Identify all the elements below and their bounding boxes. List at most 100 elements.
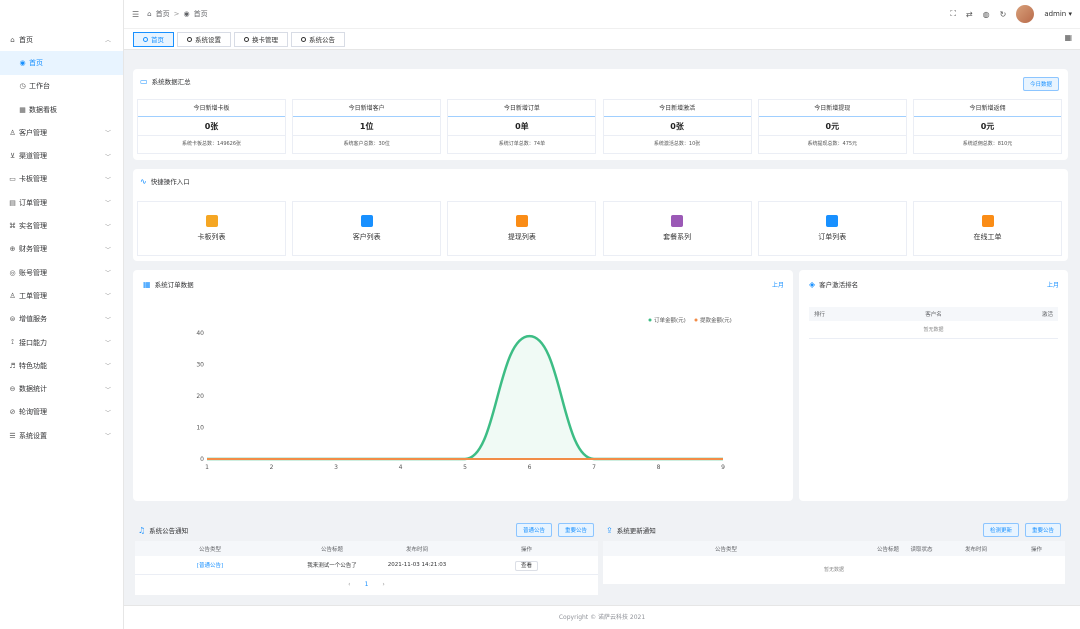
tab-2[interactable]: 换卡管理 <box>234 31 288 47</box>
tab-label: 首页 <box>151 36 164 44</box>
update-empty: 暂无数据 <box>823 567 844 573</box>
important-notice-button[interactable]: 重要公告 <box>558 523 595 537</box>
stat-title: 今日新增客户 <box>293 100 441 117</box>
grid-icon[interactable]: ▦ <box>1064 33 1072 42</box>
page-number[interactable]: 1 <box>364 581 369 588</box>
chevron-down-icon: ﹀ <box>104 176 111 184</box>
user-name: admin <box>1044 10 1067 18</box>
chevron-down-icon: ﹀ <box>104 340 111 347</box>
y-tick-label: 30 <box>196 362 204 369</box>
y-tick-label: 0 <box>200 456 204 463</box>
poll-icon: ⊘ <box>9 408 16 417</box>
quick-title-text: 快捷操作入口 <box>150 178 190 186</box>
sidebar-item-13[interactable]: ⟟ 接口能力 ﹀ <box>0 331 123 354</box>
dot-circle-icon: ◉ <box>183 10 190 18</box>
update-col-title: 公告标题 <box>849 541 899 556</box>
quick-entry-3[interactable]: 套餐系列 <box>602 201 752 256</box>
refresh-icon[interactable]: ↻ <box>999 9 1007 19</box>
quick-entry-5[interactable]: 在线工单 <box>913 201 1062 256</box>
stat-title: 今日新增返佣 <box>914 100 1061 117</box>
dot-circle-icon: ◉ <box>19 58 26 67</box>
home-icon: ⌂ <box>147 10 152 18</box>
stat-val: 0单 <box>448 117 596 136</box>
breadcrumb-item-1[interactable]: 首页 <box>155 10 170 18</box>
header-actions: ⛶ ⇄ ◍ ↻ admin ▾ <box>950 5 1072 23</box>
chevron-down-icon: ﹀ <box>104 386 111 394</box>
orders-period-link[interactable]: 上月 <box>771 282 784 289</box>
logo-area <box>0 0 123 28</box>
tab-3[interactable]: 系统公告 <box>291 31 345 47</box>
tab-label: 换卡管理 <box>252 36 278 44</box>
tab-0[interactable]: 首页 <box>133 31 174 47</box>
sidebar-item-label: 首页 <box>19 35 33 44</box>
sidebar-item-1[interactable]: ◉ 首页 <box>0 51 123 75</box>
ranking-period-link[interactable]: 上月 <box>1046 282 1059 289</box>
sidebar-item-6[interactable]: ▭ 卡板管理 ﹀ <box>0 168 123 191</box>
settings-icon: ☰ <box>9 431 16 440</box>
ranking-title: ◈ 客户激活排名 <box>809 279 858 290</box>
tab-dot-icon <box>143 36 148 42</box>
sidebar-item-8[interactable]: ⌘ 实名管理 ﹀ <box>0 214 123 237</box>
api-icon: ⟟ <box>11 338 14 346</box>
avatar[interactable] <box>1016 5 1035 23</box>
tab-1[interactable]: 系统设置 <box>177 31 231 47</box>
quick-entry-label: 卡板列表 <box>197 233 226 241</box>
sidebar-item-9[interactable]: ⊕ 财务管理 ﹀ <box>0 238 123 261</box>
bell-icon: ♫ <box>138 525 146 535</box>
sidebar-item-15[interactable]: ⊖ 数据统计 ﹀ <box>0 377 123 400</box>
customer-list-icon <box>360 215 373 227</box>
sidebar-item-0[interactable]: ⌂ 首页 ︿ <box>0 28 123 51</box>
summary-title-text: 系统数据汇总 <box>151 78 191 86</box>
notice-type-link[interactable]: [普通公告] <box>135 556 285 575</box>
view-button[interactable]: 查看 <box>514 560 538 571</box>
user-menu[interactable]: admin ▾ <box>1044 10 1072 18</box>
quick-entry-4[interactable]: 订单列表 <box>757 201 907 256</box>
sidebar-item-label: 订单管理 <box>19 198 47 207</box>
stat-val: 0张 <box>603 117 751 136</box>
sidebar-item-4[interactable]: ♙ 客户管理 ﹀ <box>0 121 123 144</box>
top-header: ☰ ⌂ 首页 > ◉ 首页 ⛶ ⇄ ◍ ↻ admin ▾ <box>124 0 1080 28</box>
x-tick-label: 6 <box>528 464 532 471</box>
hamburger-icon[interactable]: ☰ <box>132 9 140 19</box>
ranking-table: 排行 客户名 激活 暂无数据 <box>809 307 1058 339</box>
sidebar-item-2[interactable]: ◷ 工作台 <box>0 75 123 98</box>
quick-entry-1[interactable]: 客户列表 <box>292 201 442 256</box>
today-data-button[interactable]: 今日数据 <box>1022 77 1059 91</box>
x-tick-label: 7 <box>592 464 596 471</box>
quick-entry-label: 提现列表 <box>507 233 536 241</box>
ranking-empty: 暂无数据 <box>809 321 1058 339</box>
sidebar-item-12[interactable]: ⊜ 增值服务 ﹀ <box>0 308 123 331</box>
sidebar-item-14[interactable]: ♬ 特色功能 ﹀ <box>0 354 123 377</box>
layers-icon: ◈ <box>809 279 816 289</box>
legend-label-0: 订单金额(元) <box>654 316 686 324</box>
sidebar-item-5[interactable]: ⊻ 渠道管理 ﹀ <box>0 144 123 167</box>
stat-box: 今日新增返佣 0元 系统返佣总数：810元 <box>913 99 1062 154</box>
tab-label: 系统公告 <box>309 36 335 44</box>
sidebar-item-16[interactable]: ⊘ 轮询管理 ﹀ <box>0 401 123 424</box>
github-icon[interactable]: ◍ <box>982 9 990 19</box>
normal-notice-button[interactable]: 普通公告 <box>516 523 553 537</box>
translate-icon[interactable]: ⇄ <box>965 9 973 19</box>
sidebar-item-11[interactable]: ♙ 工单管理 ﹀ <box>0 284 123 307</box>
chevron-up-icon: ︿ <box>104 37 111 45</box>
quick-entry-2[interactable]: 提现列表 <box>447 201 597 256</box>
summary-card: ▭ 系统数据汇总 今日数据 今日新增卡板 0张 系统卡板总数：149626张 今日新增… <box>133 69 1068 160</box>
sidebar-item-10[interactable]: ◎ 账号管理 ﹀ <box>0 261 123 284</box>
check-update-button[interactable]: 检测更新 <box>983 523 1020 537</box>
sidebar-item-3[interactable]: ▦ 数据看板 <box>0 98 123 121</box>
sidebar-item-17[interactable]: ☰ 系统设置 ﹀ <box>0 424 123 447</box>
sidebar-item-7[interactable]: ▤ 订单管理 ﹀ <box>0 191 123 214</box>
quick-entry-0[interactable]: 卡板列表 <box>137 201 286 256</box>
fullscreen-icon[interactable]: ⛶ <box>950 9 956 18</box>
sidebar-item-label: 卡板管理 <box>19 175 47 184</box>
notice-table-wrap: 公告类型 公告标题 发布时间 操作 [普通公告] 我来测试一个公告了 2021-… <box>135 541 598 595</box>
quick-entry-card: ∿ 快捷操作入口 卡板列表 客户列表 提现列表 套餐系列 订单列表 在线工单 <box>133 169 1068 261</box>
ranking-table-header: 排行 客户名 激活 <box>809 307 1058 321</box>
chevron-down-icon: ﹀ <box>104 130 111 138</box>
update-important-button[interactable]: 重要公告 <box>1025 523 1062 537</box>
breadcrumb: ⌂ 首页 > ◉ 首页 <box>147 9 211 19</box>
cart-icon: ⊻ <box>9 152 16 161</box>
prev-page-button[interactable]: ‹ <box>348 581 351 588</box>
next-page-button[interactable]: › <box>382 581 385 588</box>
legend-marker-1 <box>694 318 698 322</box>
